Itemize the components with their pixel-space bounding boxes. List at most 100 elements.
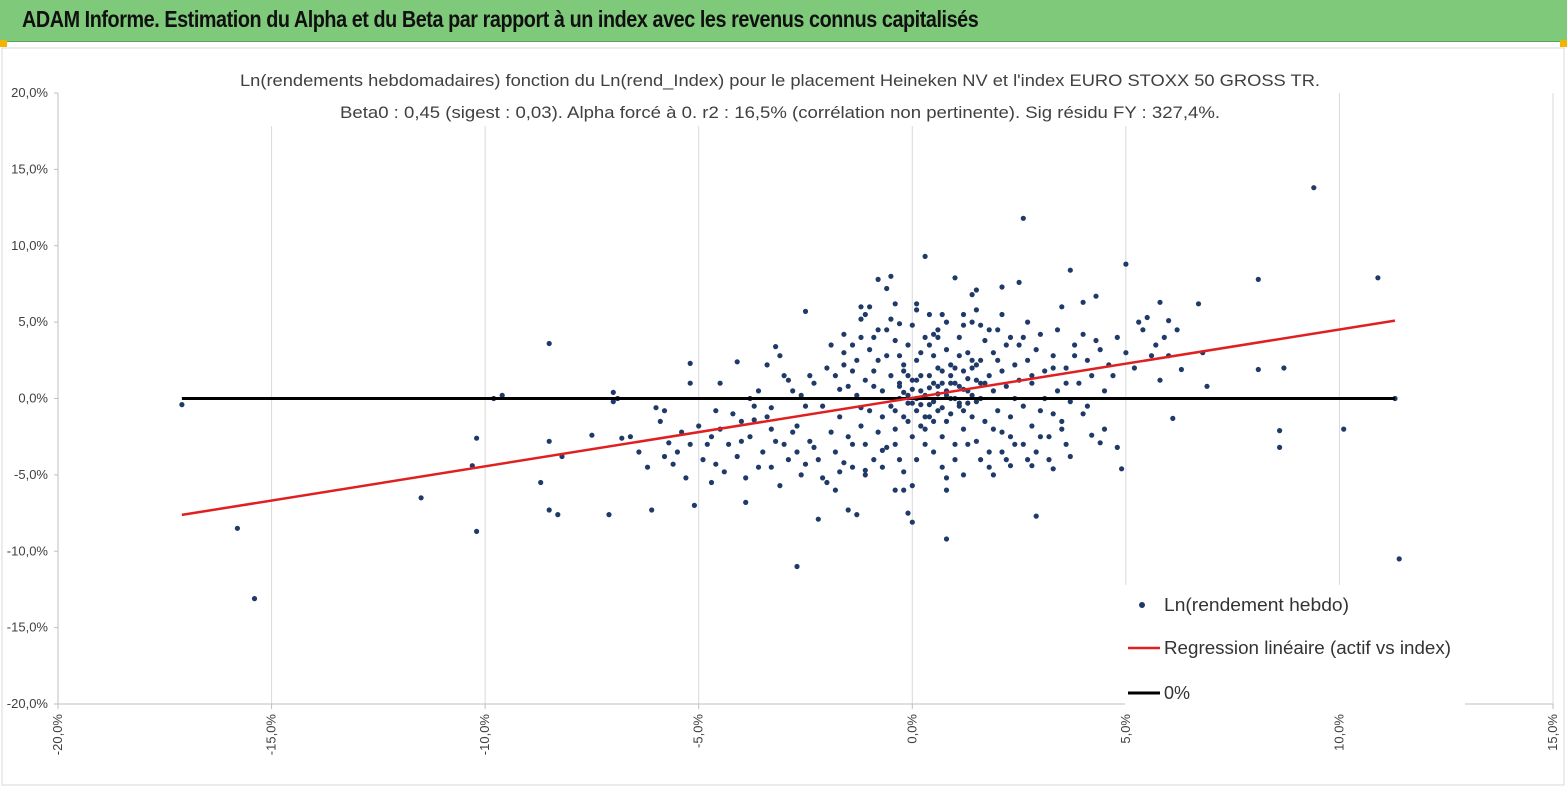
data-point <box>914 301 920 307</box>
data-point <box>1123 350 1129 356</box>
data-point <box>896 457 903 463</box>
data-point <box>879 464 886 470</box>
corner-marker-left <box>0 40 7 47</box>
data-point <box>1144 314 1150 321</box>
data-point <box>811 444 817 450</box>
data-point <box>794 423 800 429</box>
data-point <box>824 365 830 371</box>
data-point <box>815 516 821 522</box>
data-point <box>862 467 868 473</box>
data-point <box>905 400 911 406</box>
data-point <box>935 408 941 414</box>
data-point <box>995 327 1001 333</box>
data-point <box>661 453 668 460</box>
data-point <box>939 380 945 386</box>
data-point <box>969 392 975 398</box>
data-point <box>982 337 988 344</box>
y-tick-label: 10,0% <box>11 238 48 253</box>
data-point <box>1046 457 1052 463</box>
data-point <box>824 479 830 486</box>
data-point <box>875 276 881 282</box>
data-point <box>918 402 924 408</box>
data-point <box>179 402 185 408</box>
data-point <box>862 441 868 447</box>
data-point <box>986 327 992 333</box>
data-point <box>687 380 693 386</box>
data-point <box>849 342 856 348</box>
data-point <box>841 331 847 337</box>
data-point <box>555 511 561 518</box>
data-point <box>653 405 659 411</box>
data-point <box>755 464 762 470</box>
data-point <box>807 438 813 444</box>
data-point <box>990 472 997 478</box>
data-point <box>914 357 920 363</box>
data-point <box>657 418 663 424</box>
data-point <box>1003 457 1009 463</box>
data-point <box>1281 365 1287 371</box>
data-point <box>790 429 796 435</box>
data-point <box>978 357 984 363</box>
data-point <box>888 273 894 279</box>
data-point <box>251 596 258 602</box>
data-point <box>901 362 907 368</box>
data-point <box>909 483 915 489</box>
data-point <box>901 487 907 493</box>
data-point <box>892 441 898 447</box>
data-point <box>973 377 980 383</box>
data-point <box>828 429 834 435</box>
data-point <box>969 292 975 298</box>
data-point <box>948 373 954 379</box>
data-point <box>884 353 890 359</box>
data-point <box>973 362 980 368</box>
data-point <box>1063 365 1069 371</box>
data-point <box>888 403 894 409</box>
data-point <box>670 461 676 467</box>
data-point <box>811 380 817 386</box>
data-point <box>918 373 924 379</box>
report-title: ADAM Informe. Estimation du Alpha et du … <box>22 6 979 32</box>
data-point <box>785 457 792 463</box>
data-point <box>978 457 984 463</box>
data-point <box>1277 444 1283 450</box>
data-point <box>1101 388 1108 394</box>
data-point <box>999 368 1005 374</box>
data-point <box>832 487 839 493</box>
data-point <box>943 392 950 398</box>
data-point <box>1063 380 1069 386</box>
data-point <box>922 253 928 259</box>
data-point <box>867 304 873 310</box>
data-point <box>849 464 856 470</box>
y-tick-label: 5,0% <box>18 314 48 329</box>
data-point <box>1007 414 1014 420</box>
data-point <box>854 392 860 398</box>
data-point <box>691 502 698 508</box>
data-point <box>960 472 967 478</box>
data-point <box>995 357 1001 363</box>
data-point <box>717 380 723 386</box>
data-point <box>649 507 655 513</box>
data-point <box>862 377 868 383</box>
data-point <box>986 373 992 379</box>
data-point <box>956 334 962 340</box>
data-point <box>666 440 672 446</box>
data-point <box>1341 426 1347 432</box>
data-point <box>990 350 997 356</box>
data-point <box>943 319 950 325</box>
data-point <box>683 475 689 481</box>
data-point <box>939 311 945 318</box>
data-point <box>905 342 911 348</box>
data-point <box>802 403 809 409</box>
data-point <box>922 414 928 420</box>
data-point <box>1089 432 1095 438</box>
data-point <box>1003 383 1009 389</box>
data-point <box>802 308 809 314</box>
data-point <box>619 435 625 441</box>
data-point <box>1050 411 1056 417</box>
data-point <box>909 377 915 383</box>
data-point <box>905 418 911 424</box>
data-point <box>845 383 851 389</box>
data-point <box>1110 373 1116 379</box>
data-point <box>1054 388 1061 394</box>
data-point <box>1080 331 1086 337</box>
